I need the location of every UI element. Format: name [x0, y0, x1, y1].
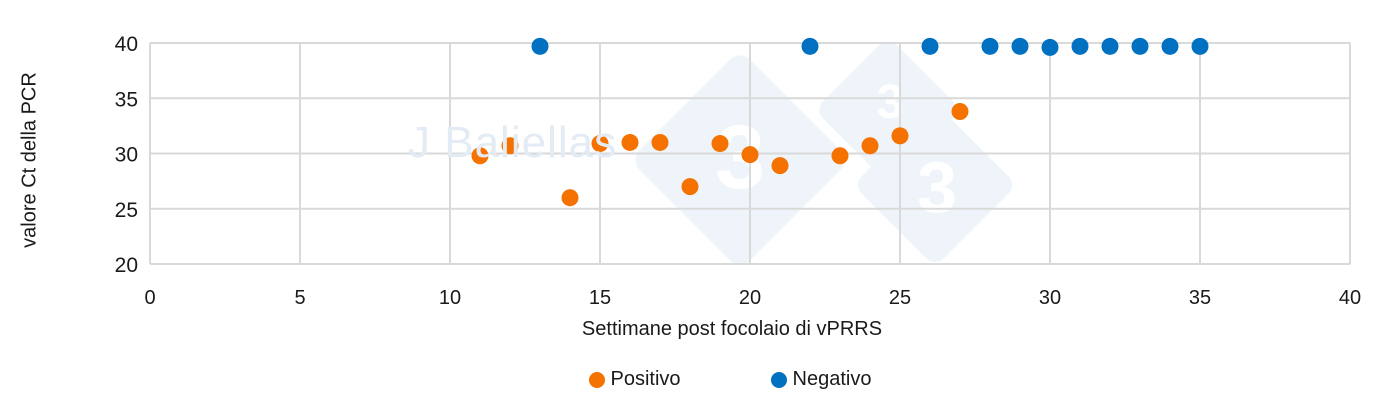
- data-point-positivo: [741, 146, 759, 164]
- data-point-negativo: [801, 37, 819, 55]
- watermark-logo: 3 3 3: [635, 41, 1013, 265]
- y-tick-label: 30: [115, 144, 138, 167]
- x-tick-label: 10: [439, 287, 461, 309]
- y-tick-label: 40: [115, 33, 138, 56]
- data-point-negativo: [981, 37, 999, 55]
- data-point-positivo: [621, 133, 639, 151]
- legend-label: Positivo: [610, 368, 681, 390]
- watermark-text: J Baliellas: [408, 118, 618, 167]
- data-point-negativo: [1131, 37, 1149, 55]
- data-point-positivo: [591, 135, 609, 153]
- data-point-negativo: [1161, 37, 1179, 55]
- data-point-negativo: [921, 37, 939, 55]
- y-axis-ticks: 20 25 30 35 40: [115, 33, 138, 277]
- data-point-positivo: [861, 137, 879, 155]
- data-point-positivo: [771, 157, 789, 175]
- x-tick-label: 20: [739, 287, 761, 309]
- legend-label: Negativo: [792, 368, 872, 390]
- data-point-negativo: [1011, 37, 1029, 55]
- x-tick-label: 0: [144, 287, 155, 309]
- y-tick-label: 25: [115, 199, 138, 222]
- data-point-positivo: [891, 127, 909, 145]
- legend: Positivo Negativo: [0, 368, 1400, 391]
- data-point-negativo: [531, 37, 549, 55]
- data-point-positivo: [831, 147, 849, 165]
- data-point-positivo: [501, 137, 519, 155]
- legend-item-negativo: Negativo: [770, 368, 872, 391]
- data-point-positivo: [711, 135, 729, 153]
- svg-text:3: 3: [877, 76, 904, 129]
- data-point-positivo: [471, 147, 489, 165]
- data-point-negativo: [1041, 38, 1059, 56]
- data-point-positivo: [951, 103, 969, 121]
- legend-item-positivo: Positivo: [588, 368, 681, 391]
- data-point-positivo: [651, 133, 669, 151]
- data-point-negativo: [1191, 37, 1209, 55]
- y-axis-label: valore Ct della PCR: [18, 72, 41, 248]
- x-tick-label: 25: [889, 287, 911, 309]
- data-points: [471, 37, 1209, 207]
- y-tick-label: 35: [115, 88, 138, 111]
- x-axis-label: Settimane post focolaio di vPRRS: [581, 318, 883, 340]
- x-tick-label: 5: [294, 287, 305, 309]
- x-tick-label: 15: [589, 287, 611, 309]
- x-axis-ticks: 0 5 10 15 20 25 30 35 40: [144, 287, 1361, 309]
- data-point-negativo: [1101, 37, 1119, 55]
- positivo-marker-icon: [588, 371, 605, 388]
- data-point-positivo: [561, 189, 579, 207]
- x-tick-label: 40: [1339, 287, 1361, 309]
- negativo-marker-icon: [770, 371, 787, 388]
- y-tick-label: 20: [115, 254, 138, 277]
- x-tick-label: 35: [1189, 287, 1211, 309]
- data-point-positivo: [681, 178, 699, 196]
- x-tick-label: 30: [1039, 287, 1061, 309]
- svg-text:3: 3: [917, 148, 957, 228]
- data-point-negativo: [1071, 37, 1089, 55]
